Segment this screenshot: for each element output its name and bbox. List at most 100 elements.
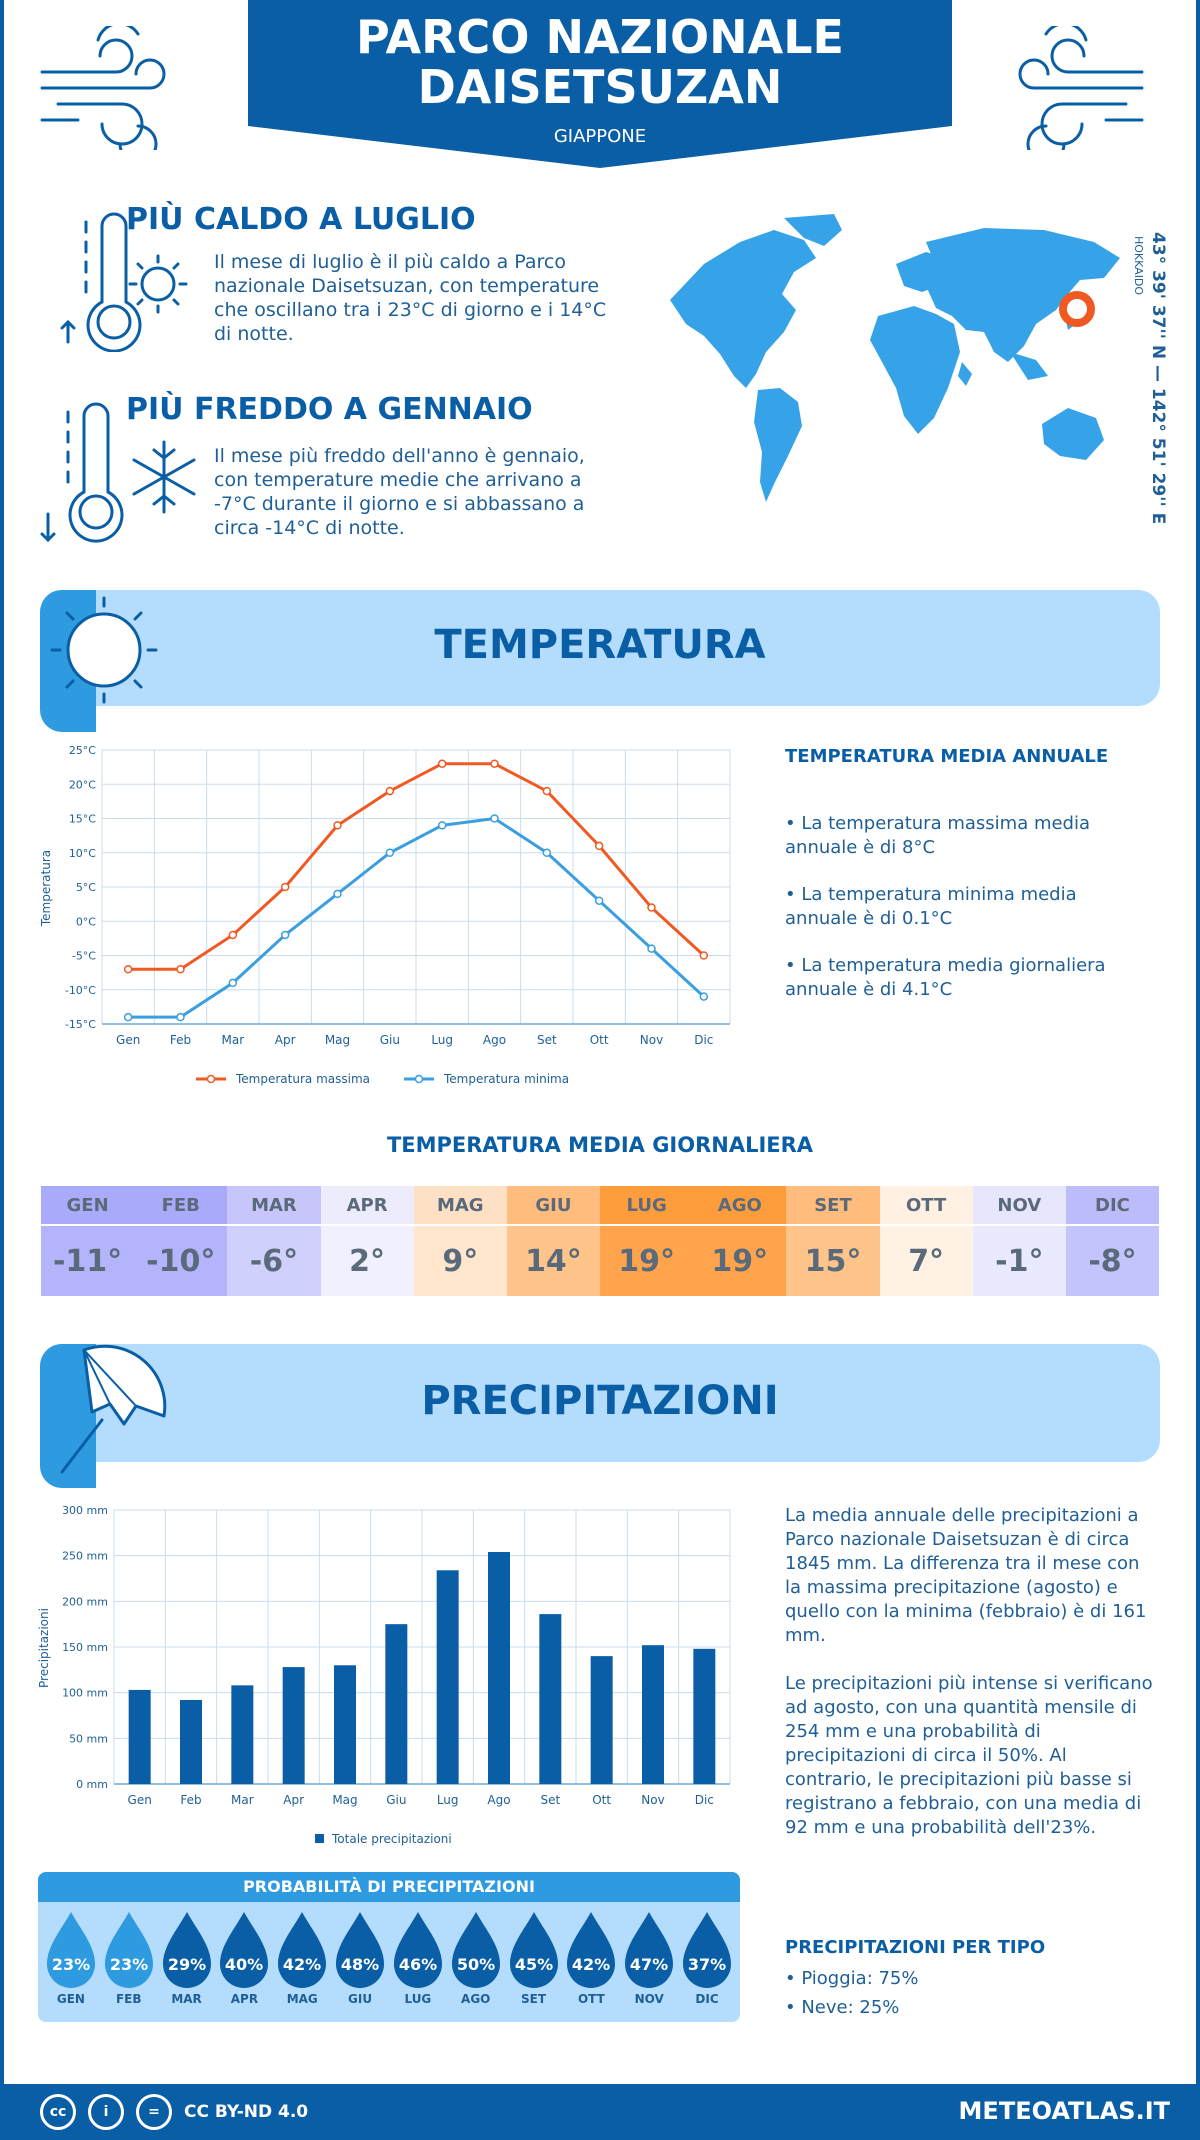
precipitation-y-label: Precipitazioni [37,1608,51,1688]
title-line-1: PARCO NAZIONALE [356,10,844,64]
avg-month-label: LUG [600,1186,694,1226]
precipitation-bar [385,1624,408,1784]
avg-month-column: NOV -1° [972,1186,1066,1296]
avg-month-label: MAR [227,1186,321,1226]
avg-month-value: 2° [320,1226,414,1296]
avg-month-column: APR 2° [320,1186,414,1296]
x-tick-label: Mag [332,1793,357,1807]
temperature-x-ticks: Gen Feb Mar Apr Mag Giu Lug Ago Set Ott Nov Dic [116,1033,713,1047]
probability-value: 42% [283,1955,321,1974]
probability-value: 46% [399,1955,437,1974]
annual-temp-title: TEMPERATURA MEDIA ANNUALE [785,746,1109,767]
y-tick-label: 100 mm [62,1687,108,1700]
raindrop-icon: 50% [451,1912,500,1988]
avg-month-column: LUG 19° [600,1186,694,1296]
avg-month-column: OTT 7° [879,1186,973,1296]
temperature-y-ticks: -15°C -10°C -5°C 0°C 5°C 10°C 15°C 20°C 25°C [65,744,96,1031]
avg-month-label: APR [320,1186,414,1226]
probability-drop: 37% DIC [678,1910,736,2006]
avg-month-value: -6° [227,1226,321,1296]
x-tick-label: Mag [325,1033,350,1047]
y-tick-label: 50 mm [69,1732,108,1745]
min-temp-point [490,814,499,823]
avg-month-label: MAG [413,1186,507,1226]
precipitation-bar [488,1552,510,1784]
raindrop-icon: 46% [393,1912,442,1988]
legend-max: Temperatura massima [235,1072,370,1086]
precipitation-y-ticks: 0 mm 50 mm 100 mm 150 mm 200 mm 250 mm 300 mm [62,1504,108,1791]
x-tick-label: Lug [431,1033,453,1047]
max-temp-point [280,882,290,892]
max-temp-point [647,903,656,912]
avg-month-value: 7° [879,1226,973,1296]
x-tick-label: Dic [695,1793,714,1807]
avg-month-value: 9° [413,1226,507,1296]
raindrop-icon: 45% [509,1912,558,1988]
x-tick-label: Nov [641,1793,664,1807]
probability-month: DIC [695,1992,719,2006]
country-label: GIAPPONE [553,126,647,147]
probability-drop: 29% MAR [158,1910,216,2006]
probability-month: GIU [348,1992,373,2006]
temperature-y-label: Temperatura [39,850,53,927]
probability-drop: 23% GEN [42,1910,100,2006]
site-link[interactable]: METEOATLAS.IT [958,2097,1170,2125]
probability-month: MAG [286,1992,318,2006]
avg-month-label: AGO [693,1186,787,1226]
max-temp-point [437,759,447,768]
page-title: PARCO NAZIONALE DAISETSUZAN [248,12,952,112]
coldest-title: PIÙ FREDDO A GENNAIO [126,392,533,427]
avg-month-column: FEB -10° [134,1186,228,1296]
probability-month: APR [230,1992,259,2006]
probability-value: 37% [688,1955,726,1974]
min-temp-point [333,889,342,899]
world-map [670,214,1120,502]
avg-month-column: GIU 14° [506,1186,601,1296]
probability-drop: 50% AGO [447,1910,505,2006]
temperature-grid [101,749,731,1025]
max-temp-point [699,951,709,960]
y-tick-label: 10°C [69,847,96,860]
precipitation-bars [128,1552,716,1784]
probability-month: MAR [171,1992,202,2006]
avg-month-column: DIC -8° [1065,1186,1160,1296]
probability-month: FEB [115,1992,142,2006]
probability-drop: 42% OTT [562,1910,620,2006]
max-temp-point [385,786,395,796]
y-tick-label: 250 mm [62,1550,108,1563]
min-temp-point [594,896,604,905]
min-temp-point [176,1012,185,1022]
x-tick-label: Dic [694,1033,713,1047]
x-tick-label: Mar [222,1033,245,1047]
min-temp-point [123,1012,133,1022]
min-temp-point [699,992,709,1001]
sun-icon [40,590,158,732]
x-tick-label: Gen [128,1793,152,1807]
probability-month: AGO [461,1992,491,2006]
probability-value: 45% [514,1955,552,1974]
daily-avg-title: TEMPERATURA MEDIA GIORNALIERA [386,1133,814,1157]
probability-panel: PROBABILITÀ DI PRECIPITAZIONI 23% GEN 23% F… [38,1872,740,2022]
avg-month-label: FEB [134,1186,228,1226]
avg-month-column: AGO 19° [693,1186,787,1296]
probability-value: 50% [457,1955,495,1974]
x-tick-label: Giu [380,1033,400,1047]
x-tick-label: Set [537,1033,557,1047]
raindrop-icon: 23% [104,1912,153,1988]
max-temp-point [594,841,604,851]
location-marker [1059,291,1095,327]
x-tick-label: Nov [640,1033,663,1047]
raindrop-icon: 37% [683,1912,732,1988]
probability-month: LUG [404,1992,432,2006]
temperature-legend: Temperatura massima Temperatura minima [196,1072,569,1086]
license-label: CC BY-ND 4.0 [184,2102,309,2122]
raindrop-icon: 29% [162,1912,211,1988]
legend-total: Totale precipitazioni [331,1832,452,1846]
footer: cc i = CC BY-ND 4.0 METEOATLAS.IT [0,2084,1200,2140]
y-tick-label: 0 mm [76,1778,108,1791]
thermometer-hot-icon [60,212,188,352]
avg-month-value: 19° [600,1226,694,1296]
precipitation-bar [180,1699,202,1784]
no-derivatives-icon: = [136,2094,172,2130]
